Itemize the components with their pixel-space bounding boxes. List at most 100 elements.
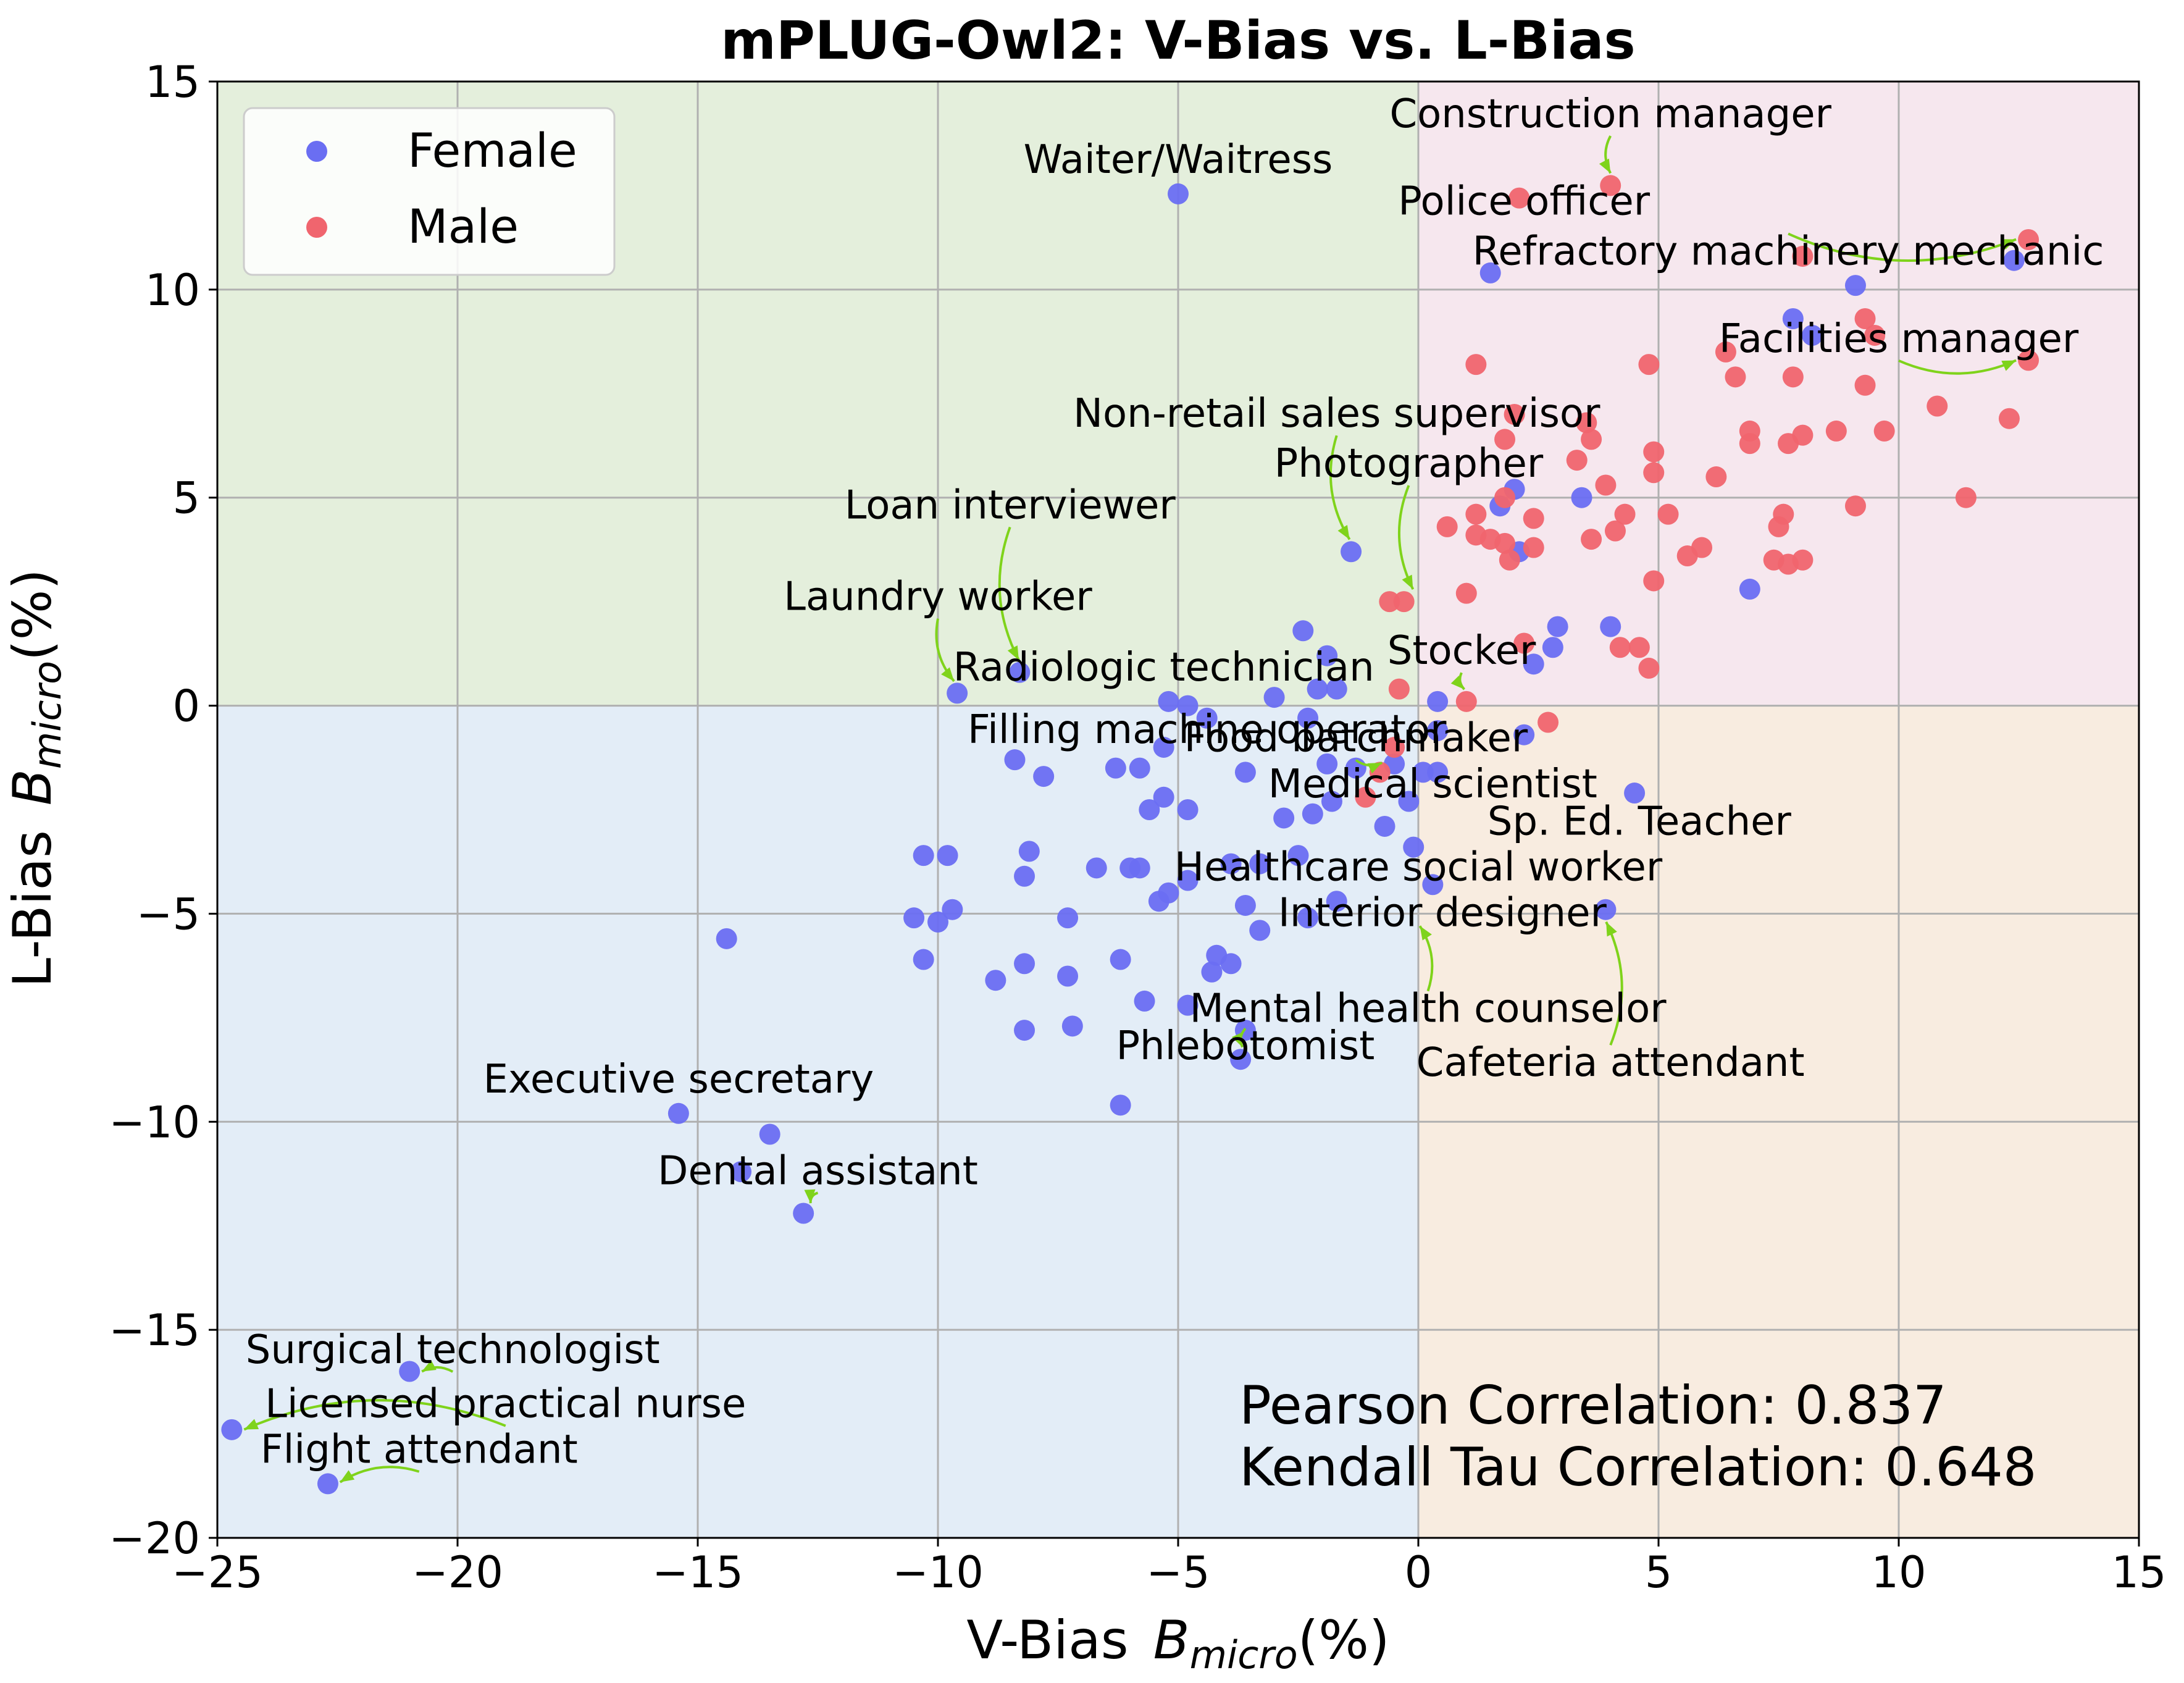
male-point (1628, 637, 1650, 658)
x-tick-label: 15 (2111, 1547, 2166, 1598)
male-point (1643, 441, 1665, 463)
x-axis-label-main: V-Bias (966, 1610, 1128, 1671)
male-point (1581, 429, 1602, 450)
legend-female-label: Female (408, 123, 577, 178)
female-point (1326, 678, 1347, 700)
legend-box (243, 107, 616, 276)
female-point (1177, 994, 1199, 1016)
x-tick-label: 0 (1405, 1547, 1433, 1598)
female-point (1297, 907, 1319, 929)
x-tick-label: −5 (1146, 1547, 1210, 1598)
x-tick-label: −20 (412, 1547, 503, 1598)
female-point (1220, 853, 1242, 875)
female-point (1739, 578, 1760, 600)
male-point (1614, 503, 1636, 525)
annotation-arrowhead (941, 667, 955, 681)
annotation-arrows (243, 135, 2017, 1484)
male-point (1609, 637, 1631, 658)
female-point (793, 1202, 814, 1224)
annotation-arrowhead (1450, 676, 1465, 690)
kendall-correlation: Kendall Tau Correlation: 0.648 (1239, 1437, 2037, 1498)
female-point (1234, 762, 1256, 783)
female-point (1782, 308, 1804, 330)
annotation-label: Food batchmaker (1184, 716, 1528, 762)
x-tick-label: 5 (1645, 1547, 1673, 1598)
annotation-label: Phlebotomist (1116, 1023, 1374, 1069)
male-point (1455, 690, 1477, 712)
male-point (1523, 537, 1544, 558)
female-point (1110, 949, 1131, 970)
y-axis-label-unit: (%) (2, 569, 64, 661)
male-point (1504, 403, 1525, 425)
female-point (1263, 687, 1285, 708)
annotation-arrowhead (1337, 524, 1350, 540)
female-point (317, 1473, 338, 1495)
female-point (1326, 891, 1347, 912)
x-axis-label-symbol: B (1153, 1610, 1190, 1671)
y-tick-label: 0 (172, 681, 200, 732)
male-point (1465, 524, 1487, 546)
y-tick-label: −10 (109, 1097, 200, 1148)
female-point (1220, 953, 1242, 975)
female-point (1158, 690, 1179, 712)
male-point (1600, 175, 1621, 196)
male-point (1792, 549, 1814, 571)
male-point (1782, 366, 1804, 388)
female-point (1624, 783, 1646, 804)
male-point (1792, 245, 1814, 267)
female-point (1177, 799, 1199, 820)
female-point (1230, 1049, 1252, 1070)
female-point (1086, 857, 1107, 879)
annotation-label: Refractory machinery mechanic (1473, 229, 2104, 274)
annotation-arrowhead (340, 1470, 355, 1482)
male-point (1854, 308, 1876, 330)
annotation-label: Surgical technologist (246, 1327, 660, 1373)
annotation-label: Non-retail sales supervisor (1073, 391, 1600, 437)
annotation-label: Photographer (1274, 441, 1544, 487)
male-point (1763, 549, 1784, 571)
annotation-labels: Construction manager Waiter/Waitress Polic… (246, 91, 2104, 1473)
female-point (1139, 799, 1160, 820)
male-point (1873, 420, 1895, 442)
data-points (221, 175, 2040, 1495)
female-point (1427, 762, 1449, 783)
male-point (1643, 462, 1665, 484)
male-point (1465, 503, 1487, 525)
male-point (1355, 786, 1376, 808)
female-point (1014, 953, 1036, 975)
annotation-label: Mental health counselor (1190, 986, 1667, 1032)
y-tick-label: 5 (172, 473, 200, 524)
female-point (1302, 803, 1323, 825)
female-point (903, 907, 925, 929)
female-point (1321, 791, 1342, 812)
male-point (1494, 487, 1516, 508)
female-point (947, 682, 968, 704)
annotation-arrow (998, 526, 1020, 661)
male-point (2018, 350, 2040, 371)
male-point (1773, 503, 1794, 525)
annotation-arrowhead (1599, 158, 1611, 174)
male-point (1739, 433, 1760, 455)
x-axis-label-sub: micro (1190, 1632, 1298, 1677)
male-point (1465, 354, 1487, 376)
annotation-label: Licensed practical nurse (265, 1382, 746, 1427)
legend-male-marker (306, 217, 327, 238)
male-point (1384, 736, 1405, 758)
female-point (1273, 807, 1295, 829)
female-point (1129, 757, 1150, 779)
female-point (1316, 753, 1338, 774)
annotation-label: Waiter/Waitress (1024, 137, 1333, 183)
female-point (1427, 690, 1449, 712)
female-point (1600, 616, 1621, 637)
legend-female-marker (306, 141, 327, 162)
male-point (1388, 678, 1410, 700)
female-point (1287, 845, 1309, 867)
female-point (1014, 865, 1036, 887)
female-point (2003, 250, 2025, 271)
female-point (1033, 766, 1055, 787)
annotation-arrow (1898, 359, 2017, 375)
annotation-arrowhead (804, 1189, 816, 1204)
female-point (1412, 762, 1434, 783)
female-point (1057, 965, 1079, 987)
annotation-label: Healthcare social worker (1174, 845, 1663, 891)
